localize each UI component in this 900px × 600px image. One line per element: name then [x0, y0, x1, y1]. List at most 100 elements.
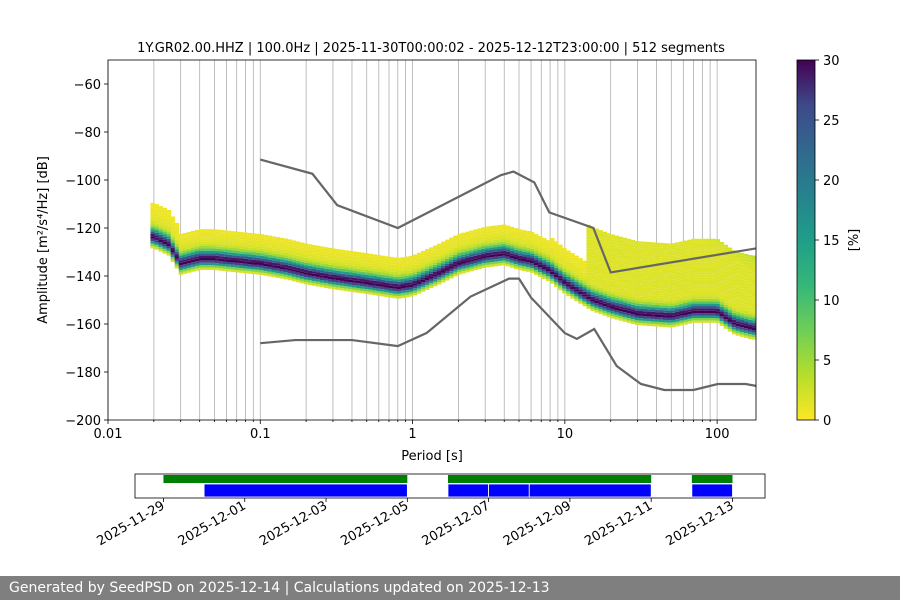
heatmap-cell	[626, 279, 632, 283]
heatmap-cell	[630, 292, 636, 296]
heatmap-cell	[570, 274, 575, 278]
heatmap-cell	[651, 283, 656, 286]
heatmap-cell	[598, 275, 603, 279]
heatmap-cell	[683, 312, 688, 315]
heatmap-cell	[166, 234, 172, 237]
heatmap-cell	[416, 283, 422, 287]
heatmap-cell	[667, 303, 672, 306]
heatmap-cell	[190, 245, 196, 248]
heatmap-cell	[404, 256, 410, 259]
heatmap-cell	[227, 259, 232, 262]
heatmap-cell	[695, 303, 700, 306]
heatmap-cell	[727, 305, 733, 308]
heatmap-cell	[618, 236, 624, 240]
heatmap-cell	[703, 291, 708, 294]
heatmap-cell	[223, 242, 228, 245]
heatmap-cell	[336, 256, 341, 259]
heatmap-cell	[372, 261, 377, 264]
heatmap-cell	[695, 289, 700, 292]
heatmap-cell	[687, 275, 692, 279]
heatmap-cell	[255, 240, 260, 244]
heatmap-cell	[703, 313, 708, 316]
heatmap-cell	[408, 279, 414, 283]
heatmap-cell	[356, 254, 361, 257]
heatmap-cell	[392, 279, 398, 282]
heatmap-cell	[691, 277, 696, 280]
heatmap-cell	[735, 268, 741, 271]
heatmap-cell	[291, 266, 297, 270]
heatmap-cell	[582, 296, 587, 300]
heatmap-cell	[344, 252, 349, 256]
heatmap-cell	[336, 280, 341, 283]
heatmap-cell	[211, 265, 216, 268]
nhnm-line	[259, 158, 756, 274]
heatmap-cell	[638, 320, 644, 324]
heatmap-cell	[154, 235, 159, 238]
heatmap-cell	[525, 269, 531, 272]
heatmap-cell	[663, 276, 668, 280]
heatmap-cell	[517, 255, 523, 259]
heatmap-cell	[586, 301, 591, 304]
heatmap-cell	[239, 251, 244, 254]
heatmap-cell	[190, 250, 196, 253]
heatmap-cell	[521, 261, 527, 264]
heatmap-cell	[598, 263, 603, 267]
heatmap-cell	[739, 315, 745, 318]
heatmap-cell	[445, 239, 450, 243]
heatmap-cell	[663, 310, 668, 313]
heatmap-cell	[614, 314, 620, 318]
heatmap-cell	[731, 331, 737, 335]
heatmap-cell	[735, 316, 741, 319]
heatmap-cell	[558, 283, 563, 286]
heatmap-cell	[711, 303, 717, 306]
heatmap-cell	[170, 238, 176, 241]
heatmap-cell	[647, 304, 652, 307]
heatmap-cell	[594, 245, 599, 248]
heatmap-cell	[727, 300, 733, 303]
heatmap-cell	[525, 233, 531, 236]
heatmap-cell	[671, 305, 676, 308]
heatmap-cell	[703, 289, 708, 292]
heatmap-cell	[554, 265, 559, 268]
heatmap-cell	[642, 282, 648, 285]
heatmap-cell	[663, 271, 668, 275]
heatmap-cell	[198, 243, 204, 246]
heatmap-cell	[453, 235, 458, 238]
heatmap-cell	[695, 318, 700, 321]
heatmap-cell	[590, 251, 595, 254]
heatmap-cell	[271, 257, 276, 261]
heatmap-cell	[642, 268, 648, 271]
heatmap-cell	[194, 229, 200, 233]
heatmap-cell	[437, 270, 442, 273]
heatmap-cell	[376, 281, 381, 284]
heatmap-cell	[715, 313, 721, 316]
heatmap-cell	[509, 248, 515, 251]
heatmap-cell	[630, 251, 636, 255]
heatmap-cell	[606, 283, 612, 287]
heatmap-cell	[731, 298, 737, 301]
heatmap-cell	[449, 249, 454, 253]
heatmap-cell	[453, 269, 458, 272]
heatmap-cell	[711, 279, 717, 282]
heatmap-cell	[299, 252, 305, 255]
heatmap-cell	[711, 260, 717, 263]
heatmap-cell	[683, 242, 688, 246]
heatmap-cell	[719, 285, 725, 288]
heatmap-cell	[542, 238, 547, 241]
heatmap-cell	[324, 273, 329, 276]
heatmap-cell	[586, 260, 591, 264]
heatmap-cell	[642, 251, 648, 254]
heatmap-cell	[513, 264, 519, 267]
heatmap-cell	[546, 254, 551, 257]
heatmap-cell	[477, 233, 482, 236]
heatmap-cell	[671, 279, 676, 282]
heatmap-cell	[279, 254, 285, 258]
heatmap-cell	[227, 269, 232, 272]
heatmap-cell	[622, 252, 628, 255]
heatmap-cell	[739, 327, 745, 330]
heatmap-cell	[663, 267, 668, 270]
heatmap-cell	[683, 283, 688, 287]
heatmap-cell	[663, 247, 668, 251]
heatmap-cell	[525, 242, 531, 246]
heatmap-cell	[542, 271, 547, 275]
